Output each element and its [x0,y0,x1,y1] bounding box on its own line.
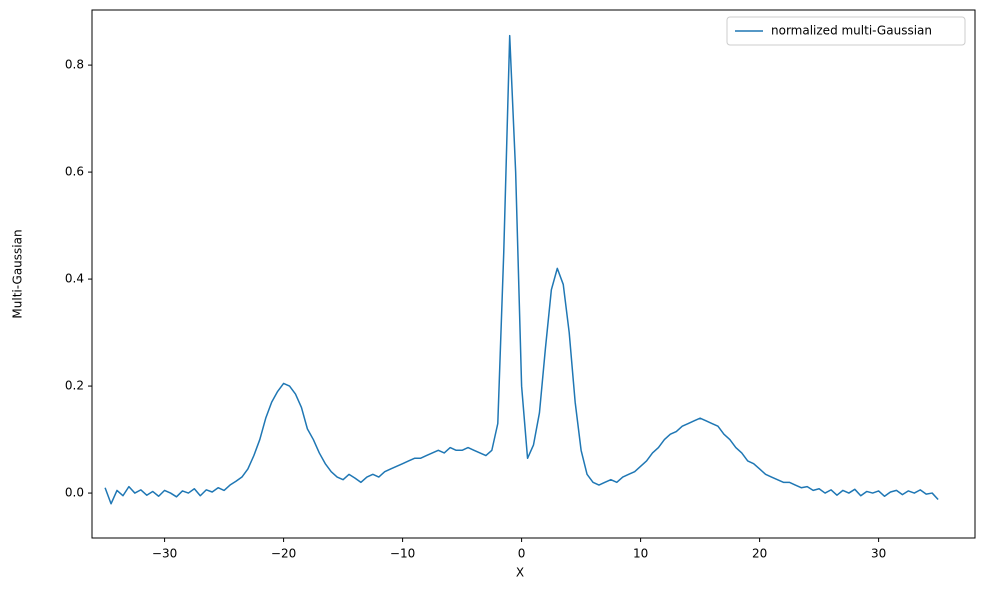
x-axis-label: X [516,566,524,580]
y-axis-label: Multi-Gaussian [11,229,25,318]
x-tick-label: −30 [152,547,177,561]
x-tick-label: 30 [871,547,886,561]
y-tick-label: 0.4 [65,272,84,286]
y-tick-label: 0.2 [65,379,84,393]
data-line [104,34,939,505]
x-tick-label: −10 [390,547,415,561]
y-tick-label: 0.8 [65,58,84,72]
y-tick-label: 0.0 [65,486,84,500]
legend-box [726,16,966,46]
legend-label: normalized multi-Gaussian [771,24,932,38]
plot-frame [91,9,976,539]
x-tick-label: 10 [633,547,648,561]
x-tick-label: −20 [271,547,296,561]
y-tick-label: 0.6 [65,165,84,179]
x-tick-label: 20 [752,547,767,561]
x-tick-label: 0 [518,547,526,561]
